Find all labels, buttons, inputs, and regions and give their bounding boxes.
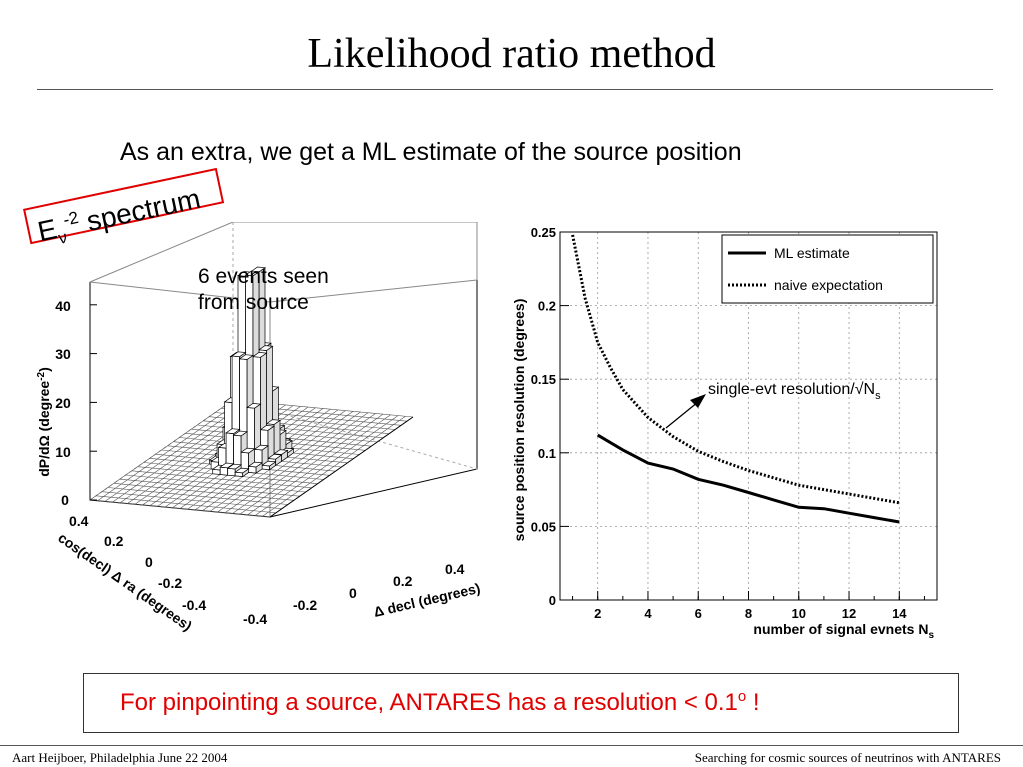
x-tick-label: 8	[745, 606, 752, 621]
chart-ticks: 2 4 6 8 10 12 14 0 0.05 0.1 0.15 0.2 0.25	[531, 225, 925, 621]
footer-right: Searching for cosmic sources of neutrino…	[694, 750, 1001, 765]
y-tick-label: 0.2	[538, 299, 556, 314]
lego-bar-top	[259, 425, 275, 431]
lego-bar-front	[227, 467, 236, 477]
y-tick-label: 0	[549, 593, 556, 608]
lego-z-tick: 10	[55, 444, 71, 460]
lego-bar-top	[252, 352, 268, 358]
lego-plot: 0 10 20 30 40 dP/dΩ (degree-2) 0.4 0.2 0…	[36, 222, 482, 634]
lego-z-tick: 20	[55, 395, 71, 411]
lego-z-tick: 0	[61, 492, 69, 508]
lego-bar-top	[247, 461, 264, 468]
lego-y-tick: -0.4	[182, 597, 206, 613]
chart-annotation: single-evt resolution/√Ns	[708, 381, 881, 402]
lego-x-tick: -0.4	[243, 611, 267, 627]
y-tick-label: 0.25	[531, 225, 556, 240]
x-tick-label: 14	[892, 606, 907, 621]
legend-box	[721, 234, 934, 304]
lego-bar-top	[226, 463, 243, 470]
lego-bar-top	[219, 462, 235, 469]
lego-bar-top	[225, 428, 241, 434]
x-tick-label: 10	[792, 606, 806, 621]
chart-series	[571, 234, 900, 524]
lego-y-tick: 0.4	[69, 513, 89, 529]
events-note-line: from source	[198, 291, 309, 314]
lego-bars	[208, 266, 295, 478]
lego-z-label: dP/dΩ (degree-2)	[36, 367, 52, 477]
lego-x-label: Δ decl (degrees)	[372, 580, 482, 620]
lego-x-tick: 0.2	[393, 573, 413, 589]
lego-bar-top	[231, 351, 247, 358]
floor-line	[254, 415, 399, 516]
floor-edge	[269, 416, 414, 518]
legend-label: ML estimate	[774, 245, 850, 261]
lego-bar-front	[219, 466, 229, 476]
lego-bar-top	[240, 447, 256, 454]
floor-line	[262, 416, 406, 517]
title-divider	[37, 89, 993, 90]
x-tick-label: 12	[842, 606, 856, 621]
floor-line	[247, 414, 391, 516]
series-line-0	[596, 433, 900, 524]
lego-bar-top	[238, 354, 254, 360]
chart-y-label: source position resolution (degrees)	[511, 299, 527, 542]
lego-y-tick: -0.2	[158, 575, 182, 591]
lego-x-tick: -0.2	[293, 597, 317, 613]
lego-bar-top	[232, 430, 249, 437]
legend-label: naive expectation	[774, 277, 883, 293]
resolution-chart: 2 4 6 8 10 12 14 0 0.05 0.1 0.15 0.2 0.25 source pos…	[511, 225, 938, 641]
lego-z-tick: 30	[55, 346, 71, 362]
lego-bar-top	[258, 345, 274, 351]
conclusion-box: For pinpointing a source, ANTARES has a …	[83, 673, 959, 733]
y-tick-label: 0.05	[531, 519, 556, 534]
lego-bar-top	[253, 444, 269, 451]
chart-x-label: number of signal evnets Ns	[753, 621, 934, 641]
lego-bar-top	[267, 453, 283, 460]
annotation-arrow	[665, 401, 699, 429]
events-note: 6 events seen from source	[198, 264, 329, 316]
series-line-1	[571, 234, 900, 505]
lego-x-tick: 0	[349, 585, 357, 601]
lego-z-tick: 40	[55, 298, 71, 314]
lego-bar-top	[273, 449, 289, 455]
x-tick-label: 2	[594, 606, 601, 621]
lego-bar-front	[248, 465, 257, 474]
annotation-arrowhead	[690, 394, 706, 408]
conclusion-text: For pinpointing a source, ANTARES has a …	[120, 688, 760, 716]
lego-bar-top	[246, 403, 262, 409]
degree-symbol: o	[737, 688, 747, 705]
y-tick-label: 0.15	[531, 372, 556, 387]
slide-subtitle: As an extra, we get a ML estimate of the…	[120, 138, 742, 166]
x-tick-label: 4	[644, 606, 652, 621]
lego-z-tick-marks	[90, 304, 97, 501]
lego-bar-top	[234, 467, 250, 474]
footer-divider	[0, 745, 1023, 746]
slide-title: Likelihood ratio method	[307, 31, 716, 77]
footer-left: Aart Heijboer, Philadelphia June 22 2004	[12, 750, 228, 765]
lego-bar-top	[265, 419, 281, 425]
lego-x-tick: 0.4	[445, 561, 465, 577]
lego-y-tick: 0.2	[104, 533, 124, 549]
lego-y-tick: 0	[145, 554, 153, 570]
y-tick-label: 0.1	[538, 446, 556, 461]
events-note-line: 6 events seen	[198, 265, 329, 288]
chart-legend: ML estimate naive expectation	[721, 234, 934, 304]
lego-bar-top	[261, 460, 277, 467]
lego-bar-top	[244, 270, 260, 277]
x-tick-label: 6	[695, 606, 702, 621]
